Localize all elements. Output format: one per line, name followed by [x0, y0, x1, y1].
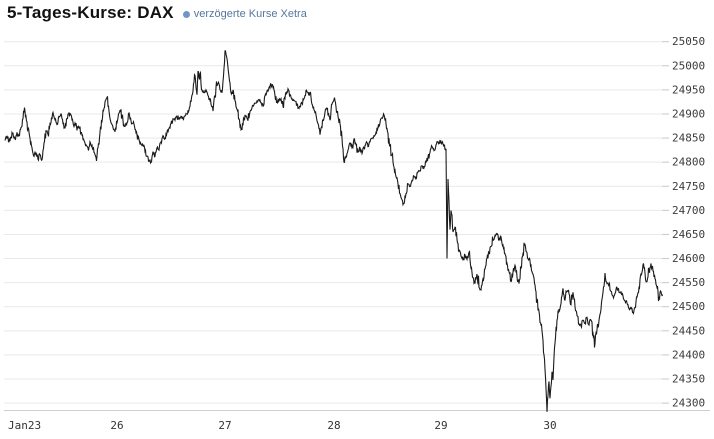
xetra-legend: verzögerte Kurse Xetra — [182, 8, 307, 20]
y-tick-label: 24450 — [672, 324, 705, 337]
y-tick-label: 25000 — [672, 59, 705, 72]
y-tick-label: 24400 — [672, 348, 705, 361]
x-tick-label: 27 — [218, 419, 231, 432]
y-tick-label: 24700 — [672, 204, 705, 217]
dax-price-line — [4, 50, 663, 412]
x-tick-label: 29 — [434, 419, 447, 432]
page-title: 5-Tages-Kurse: DAX — [7, 3, 174, 22]
y-tick-label: 25050 — [672, 35, 705, 48]
y-tick-label: 24850 — [672, 132, 705, 145]
legend-label: verzögerte Kurse Xetra — [193, 8, 307, 20]
legend-dot-icon — [182, 10, 190, 18]
y-tick-label: 24550 — [672, 276, 705, 289]
y-tick-label: 24600 — [672, 252, 705, 265]
y-tick-label: 24750 — [672, 180, 705, 193]
y-tick-label: 24300 — [672, 397, 705, 410]
x-tick-label: 26 — [110, 419, 123, 432]
y-tick-label: 24900 — [672, 107, 705, 120]
x-tick-label: 28 — [327, 419, 340, 432]
y-tick-label: 24950 — [672, 83, 705, 96]
y-tick-label: 24800 — [672, 156, 705, 169]
y-tick-label: 24650 — [672, 228, 705, 241]
x-tick-label: Jan23 — [8, 419, 41, 432]
x-tick-label: 30 — [543, 419, 556, 432]
chart-header: 5-Tages-Kurse: DAX verzögerte Kurse Xetr… — [7, 3, 307, 23]
y-tick-label: 24500 — [672, 300, 705, 313]
y-tick-label: 24350 — [672, 373, 705, 386]
